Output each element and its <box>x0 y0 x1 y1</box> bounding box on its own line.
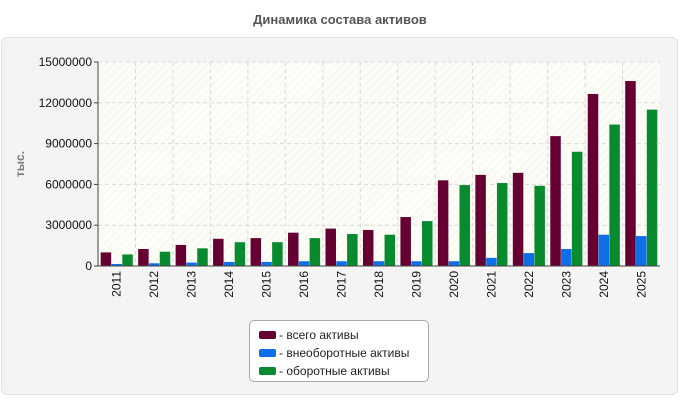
y-axis-label: тыс. <box>13 151 27 177</box>
x-tick-labels: 2011 2012 2013 2014 2015 2016 2017 2018 2019 2020… <box>110 271 649 298</box>
bar-noncurrent-assets <box>373 261 385 266</box>
x-tick-label: 2018 <box>372 271 386 298</box>
x-tick-label: 2024 <box>597 271 611 298</box>
bar-total-assets <box>437 180 449 266</box>
bar-current-assets <box>459 185 470 266</box>
bar-noncurrent-assets <box>411 261 422 266</box>
bar-total-assets <box>625 81 636 266</box>
bar-current-assets <box>197 248 208 266</box>
legend-swatch-total-assets <box>259 331 276 339</box>
bar-current-assets <box>159 251 171 266</box>
plot-area <box>98 62 660 266</box>
y-tick-label: 9000000 <box>45 137 92 151</box>
bar-current-assets <box>534 185 545 266</box>
bar-noncurrent-assets <box>523 253 535 266</box>
x-tick-label: 2023 <box>559 271 573 298</box>
bar-noncurrent-assets <box>261 261 272 266</box>
grid-lines <box>98 61 660 266</box>
legend-swatch-current-assets <box>259 367 276 375</box>
x-tick-label: 2021 <box>484 271 498 298</box>
y-tick-label: 6000000 <box>45 177 92 191</box>
bar-noncurrent-assets <box>111 263 122 266</box>
x-tick-label: 2011 <box>110 271 124 297</box>
legend-label-noncurrent-assets: - внеоборотные активы <box>279 346 410 360</box>
bar-noncurrent-assets <box>186 262 197 266</box>
legend-item-noncurrent-assets: - внеоборотные активы <box>259 344 428 362</box>
bar-total-assets <box>213 238 224 266</box>
bar-total-assets <box>288 232 299 266</box>
bar-noncurrent-assets <box>598 234 610 266</box>
bar-current-assets <box>496 183 508 266</box>
legend-item-current-assets: - оборотные активы <box>259 362 428 380</box>
bar-current-assets <box>646 109 658 266</box>
bar-current-assets <box>309 238 321 266</box>
legend-label-current-assets: - оборотные активы <box>279 364 390 378</box>
legend: - всего активы - внеоборотные активы - о… <box>249 320 429 382</box>
bar-noncurrent-assets <box>298 261 310 266</box>
bar-total-assets <box>250 238 262 266</box>
bar-total-assets <box>475 174 486 266</box>
x-tick-label: 2017 <box>335 271 349 298</box>
bar-total-assets <box>362 229 374 266</box>
bar-current-assets <box>234 242 246 266</box>
y-tick-label: 12000000 <box>39 96 93 110</box>
bar-current-assets <box>609 124 620 266</box>
bar-noncurrent-assets <box>636 236 647 266</box>
y-tick-labels: 0 3000000 6000000 9000000 12000000 15000000 <box>39 55 98 273</box>
legend-label-total-assets: - всего активы <box>279 328 359 342</box>
bar-total-assets <box>400 217 411 266</box>
bar-current-assets <box>384 234 396 266</box>
bar-noncurrent-assets <box>148 263 160 266</box>
bar-noncurrent-assets <box>336 261 347 266</box>
x-tick-label: 2015 <box>260 271 274 298</box>
bar-noncurrent-assets <box>561 249 572 266</box>
bar-current-assets <box>272 242 283 266</box>
bar-total-assets <box>100 252 112 266</box>
x-tick-label: 2019 <box>410 271 424 298</box>
bar-noncurrent-assets <box>486 257 497 266</box>
bar-current-assets <box>422 221 433 266</box>
bar-total-assets <box>587 93 599 267</box>
x-tick-label: 2012 <box>147 271 161 298</box>
bar-total-assets <box>325 228 336 266</box>
bar-total-assets <box>550 136 561 266</box>
y-tick-label: 3000000 <box>45 218 92 232</box>
x-tick-label: 2025 <box>634 271 648 298</box>
bar-current-assets <box>122 254 133 266</box>
bar-current-assets <box>347 234 358 266</box>
bar-total-assets <box>138 249 149 266</box>
y-tick-label: 0 <box>85 259 92 273</box>
bar-total-assets <box>512 172 524 266</box>
bar-noncurrent-assets <box>223 261 235 266</box>
bar-noncurrent-assets <box>448 261 460 266</box>
axes <box>97 62 660 267</box>
x-tick-label: 2013 <box>185 271 199 298</box>
bars <box>100 81 658 267</box>
legend-swatch-noncurrent-assets <box>259 349 276 357</box>
x-tick-label: 2020 <box>447 271 461 298</box>
x-tick-label: 2016 <box>297 271 311 298</box>
bar-current-assets <box>571 151 583 266</box>
x-tick-label: 2022 <box>522 271 536 298</box>
chart-title: Динамика состава активов <box>253 12 427 27</box>
bar-total-assets <box>175 244 187 266</box>
legend-item-total-assets: - всего активы <box>259 326 428 344</box>
y-tick-label: 15000000 <box>39 55 93 69</box>
x-tick-label: 2014 <box>222 271 236 298</box>
